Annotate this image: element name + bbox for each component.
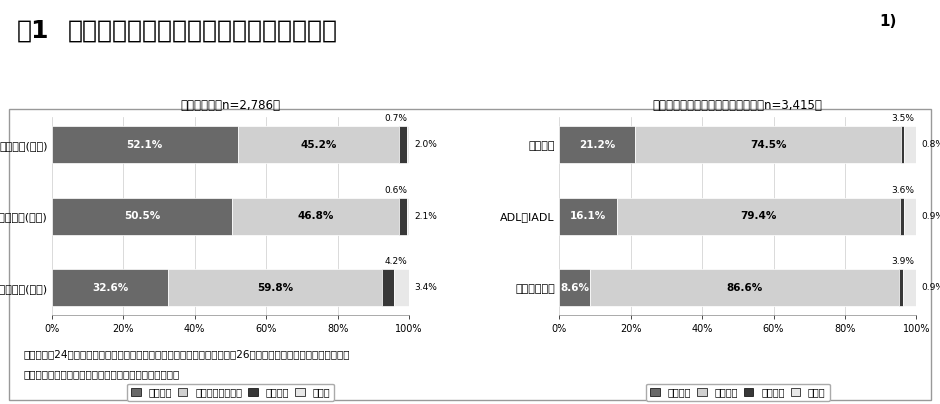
Title: 本人の認識（n=2,786）: 本人の認識（n=2,786） (180, 99, 280, 112)
Text: 32.6%: 32.6% (92, 282, 128, 292)
Bar (382, 269, 394, 306)
Bar (902, 269, 916, 306)
Bar (232, 198, 400, 235)
Bar (52, 269, 168, 306)
Text: 2.0%: 2.0% (415, 140, 437, 149)
Bar (394, 269, 409, 306)
Legend: 向上する, 維持する, 低下する, 無回答: 向上する, 維持する, 低下する, 無回答 (646, 383, 829, 401)
Text: 59.8%: 59.8% (257, 282, 293, 292)
Bar (559, 198, 617, 235)
Text: 1): 1) (879, 14, 896, 29)
Text: 3.6%: 3.6% (892, 186, 915, 195)
Text: 4.2%: 4.2% (384, 257, 407, 266)
Bar (901, 126, 904, 163)
Bar (903, 198, 916, 235)
Text: リハビリテーションの効果に対する認識: リハビリテーションの効果に対する認識 (68, 18, 337, 42)
Text: 0.7%: 0.7% (384, 114, 407, 123)
Text: 16.1%: 16.1% (570, 211, 606, 221)
Bar (559, 269, 590, 306)
Text: 図1: 図1 (17, 18, 50, 42)
Text: 2.1%: 2.1% (415, 212, 437, 221)
Text: 3.4%: 3.4% (415, 283, 437, 292)
Text: 0.6%: 0.6% (384, 186, 407, 195)
Text: 0.8%: 0.8% (922, 140, 940, 149)
Text: 45.2%: 45.2% (301, 140, 337, 150)
Text: 3.5%: 3.5% (892, 114, 915, 123)
Bar (904, 126, 916, 163)
Bar (590, 269, 900, 306)
Bar (634, 126, 901, 163)
Bar (559, 126, 634, 163)
Bar (168, 269, 382, 306)
Bar (400, 198, 407, 235)
Text: 52.1%: 52.1% (127, 140, 163, 150)
Text: 86.6%: 86.6% (727, 282, 762, 292)
Bar (52, 126, 238, 163)
Text: 3.9%: 3.9% (892, 257, 915, 266)
Title: リハビリテーション専門職の認識（n=3,415）: リハビリテーション専門職の認識（n=3,415） (653, 99, 822, 112)
Text: 79.4%: 79.4% (741, 211, 776, 221)
Text: 50.5%: 50.5% (124, 211, 160, 221)
Text: 8.6%: 8.6% (560, 282, 589, 292)
Text: 0.9%: 0.9% (922, 212, 940, 221)
Bar (900, 269, 902, 306)
Bar (617, 198, 901, 235)
Text: 0.9%: 0.9% (922, 283, 940, 292)
Bar (407, 198, 409, 235)
Legend: よくなる, 現状が維持できる, 悪化する, 無回答: よくなる, 現状が維持できる, 悪化する, 無回答 (127, 383, 334, 401)
Bar (407, 126, 409, 163)
Bar (400, 126, 407, 163)
Text: 74.5%: 74.5% (750, 140, 786, 150)
Bar (901, 198, 903, 235)
Text: 21.2%: 21.2% (579, 140, 615, 150)
Bar (238, 126, 400, 163)
Text: 出典：平成24年度介護報酬改定の効果検証及び調査研究に係る調査（平成26年度調査）「リハビリテーションに: 出典：平成24年度介護報酬改定の効果検証及び調査研究に係る調査（平成26年度調査… (24, 349, 350, 360)
Text: 46.8%: 46.8% (298, 211, 334, 221)
Text: おける医療と介護の連携に係る調査研究事業」報告書: おける医療と介護の連携に係る調査研究事業」報告書 (24, 370, 180, 380)
Bar (52, 198, 232, 235)
